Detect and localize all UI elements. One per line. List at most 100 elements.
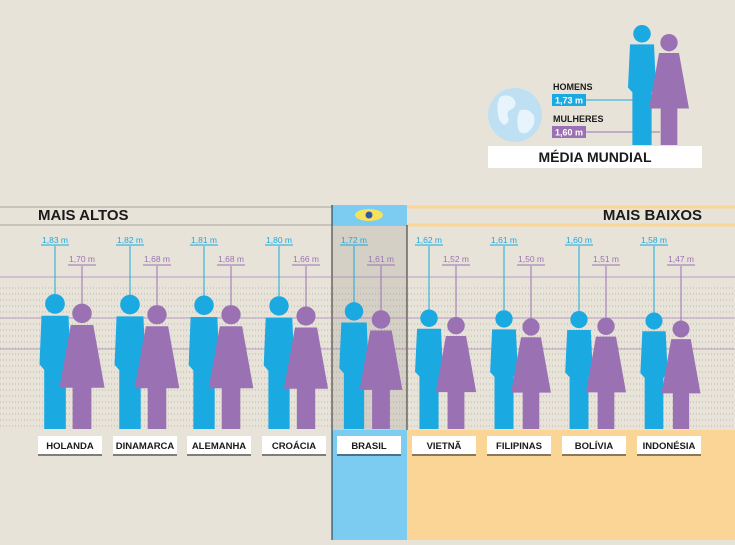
woman-head	[371, 310, 391, 329]
world-men-badge	[552, 94, 586, 106]
globe-icon	[488, 88, 542, 142]
woman-body	[208, 326, 254, 429]
brazil-flag-icon	[355, 209, 383, 221]
woman-head	[296, 306, 316, 326]
woman-body	[283, 327, 329, 429]
shortest-title: MAIS BAIXOS	[603, 207, 702, 224]
woman-body	[661, 339, 701, 429]
world-title-box	[488, 146, 702, 168]
women-height-label: 1,68 m	[144, 254, 170, 264]
country-group: 1,83 m1,70 m HOLANDA	[38, 235, 105, 456]
woman-body	[511, 337, 551, 429]
woman-head	[522, 318, 540, 336]
man-head	[45, 294, 65, 314]
world-women-badge	[552, 126, 586, 138]
world-men-label: HOMENS	[553, 82, 593, 92]
woman-body	[134, 326, 180, 429]
country-group: 1,80 m1,66 m CROÁCIA	[262, 235, 329, 456]
world-women-label: MULHERES	[553, 114, 604, 124]
man-body	[640, 331, 668, 429]
tallest-title: MAIS ALTOS	[38, 207, 129, 224]
country-group: 1,60 m1,51 m BOLÍVIA	[562, 235, 627, 456]
women-height-label: 1,61 m	[368, 254, 394, 264]
man-head	[120, 294, 140, 315]
men-height-label: 1,82 m	[117, 235, 143, 245]
man-body	[114, 316, 146, 429]
country-label-box	[38, 436, 102, 454]
country-group: 1,62 m1,52 m VIETNÃ	[412, 235, 477, 456]
country-label-box	[337, 436, 401, 454]
country-label-box	[262, 436, 326, 454]
man-body	[188, 316, 220, 429]
woman-head	[672, 320, 690, 338]
world-average-panel: MÉDIA MUNDIAL HOMENS 1,73 m MULHERES 1,6…	[488, 24, 702, 168]
man-body	[339, 322, 369, 429]
woman-body	[359, 330, 403, 429]
country-label-box	[412, 436, 476, 454]
country-group: 1,81 m1,68 m ALEMANHA	[187, 235, 254, 456]
woman-body	[585, 336, 627, 429]
women-height-label: 1,51 m	[593, 254, 619, 264]
man-head	[570, 310, 588, 329]
women-height-label: 1,47 m	[668, 254, 694, 264]
woman-head	[660, 34, 678, 52]
man-head	[645, 312, 663, 330]
men-height-label: 1,81 m	[191, 235, 217, 245]
men-height-label: 1,72 m	[341, 235, 367, 245]
man-body	[415, 328, 443, 429]
country-label: VIETNÃ	[427, 441, 462, 452]
man-body	[263, 317, 295, 429]
country-label-box	[562, 436, 626, 454]
women-height-label: 1,68 m	[218, 254, 244, 264]
women-height-label: 1,66 m	[293, 254, 319, 264]
woman-head	[447, 316, 465, 335]
country-label: INDONÉSIA	[643, 441, 696, 452]
man-head	[633, 24, 651, 43]
woman-body	[435, 336, 477, 429]
man-body	[565, 329, 593, 429]
woman-head	[147, 305, 167, 325]
country-label: ALEMANHA	[192, 441, 246, 452]
world-women-value: 1,60 m	[555, 128, 583, 138]
men-height-label: 1,80 m	[266, 235, 292, 245]
woman-head	[597, 317, 615, 335]
country-group: 1,82 m1,68 m DINAMARCA	[113, 235, 180, 456]
man-head	[194, 295, 214, 315]
country-group: 1,61 m1,50 m FILIPINAS	[487, 235, 551, 456]
men-height-label: 1,83 m	[42, 235, 68, 245]
man-body	[39, 315, 71, 429]
country-label-box	[487, 436, 551, 454]
men-height-label: 1,62 m	[416, 235, 442, 245]
woman-body	[59, 325, 105, 429]
woman-head	[72, 303, 92, 324]
man-head	[420, 309, 438, 327]
country-label: DINAMARCA	[116, 441, 175, 452]
men-height-label: 1,58 m	[641, 235, 667, 245]
woman-body	[649, 52, 689, 145]
country-label: CROÁCIA	[272, 441, 316, 452]
man-body	[490, 329, 518, 429]
world-men-value: 1,73 m	[555, 96, 583, 106]
man-head	[495, 310, 513, 328]
women-height-label: 1,52 m	[443, 254, 469, 264]
country-label: HOLANDA	[46, 441, 94, 452]
man-head	[344, 302, 364, 321]
men-height-label: 1,60 m	[566, 235, 592, 245]
country-label-box	[113, 436, 177, 454]
country-group: 1,58 m1,47 m INDONÉSIA	[637, 235, 701, 456]
country-label-box	[187, 436, 251, 454]
country-label: BOLÍVIA	[575, 441, 614, 452]
man-head	[269, 296, 289, 316]
women-height-label: 1,70 m	[69, 254, 95, 264]
men-height-label: 1,61 m	[491, 235, 517, 245]
women-height-label: 1,50 m	[518, 254, 544, 264]
country-label-box	[637, 436, 701, 454]
country-label: BRASIL	[351, 441, 387, 452]
man-body	[628, 44, 656, 145]
woman-head	[221, 305, 241, 325]
country-group: 1,72 m1,61 m BRASIL	[337, 235, 403, 456]
world-figures	[628, 24, 689, 145]
